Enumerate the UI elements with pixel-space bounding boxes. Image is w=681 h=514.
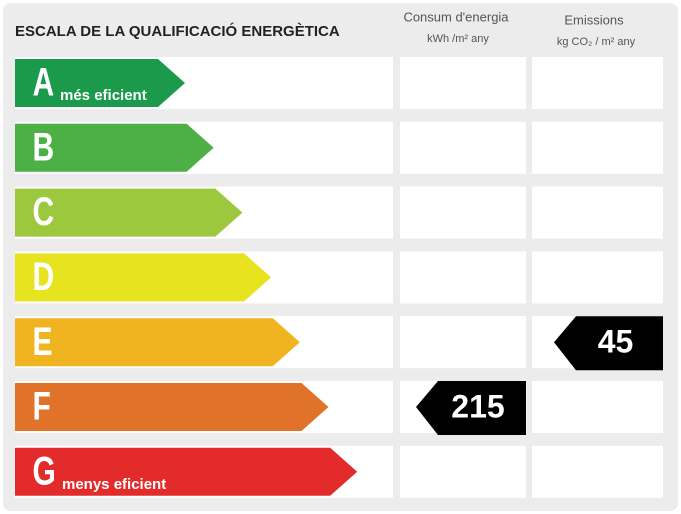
rating-value: 215 (451, 388, 504, 424)
cell (400, 445, 526, 498)
cell (532, 121, 663, 174)
class-arrow (15, 383, 329, 431)
class-letter: A (33, 60, 55, 104)
cell (400, 186, 526, 239)
cell (400, 251, 526, 304)
rating-arrow (416, 381, 526, 435)
class-letter: F (33, 384, 51, 428)
cell (400, 121, 526, 174)
rating-value: 45 (598, 324, 634, 360)
class-arrow (15, 123, 214, 172)
class-arrow (15, 447, 358, 496)
class-letter: D (33, 255, 55, 299)
cell (400, 316, 526, 369)
class-arrow (15, 188, 243, 237)
column-title: Emissions (564, 12, 624, 27)
class-label: més eficient (60, 87, 147, 104)
column-unit: kWh /m² any (427, 33, 489, 45)
class-letter: C (33, 190, 55, 234)
class-letter: G (33, 449, 56, 493)
cell (532, 381, 663, 433)
class-arrow (15, 318, 300, 367)
class-arrow (15, 253, 272, 302)
cell (532, 445, 663, 498)
cell (532, 57, 663, 109)
class-arrow (15, 59, 185, 107)
class-letter: E (33, 320, 53, 364)
class-label: menys eficient (62, 476, 166, 493)
cell (532, 251, 663, 304)
cell (532, 186, 663, 239)
title: ESCALA DE LA QUALIFICACIÓ ENERGÈTICA (15, 22, 340, 40)
rating-arrow (554, 316, 663, 371)
cell (400, 57, 526, 109)
column-title: Consum d'energia (403, 9, 509, 24)
class-letter: B (33, 125, 55, 169)
column-unit: kg CO₂ / m² any (557, 36, 636, 48)
